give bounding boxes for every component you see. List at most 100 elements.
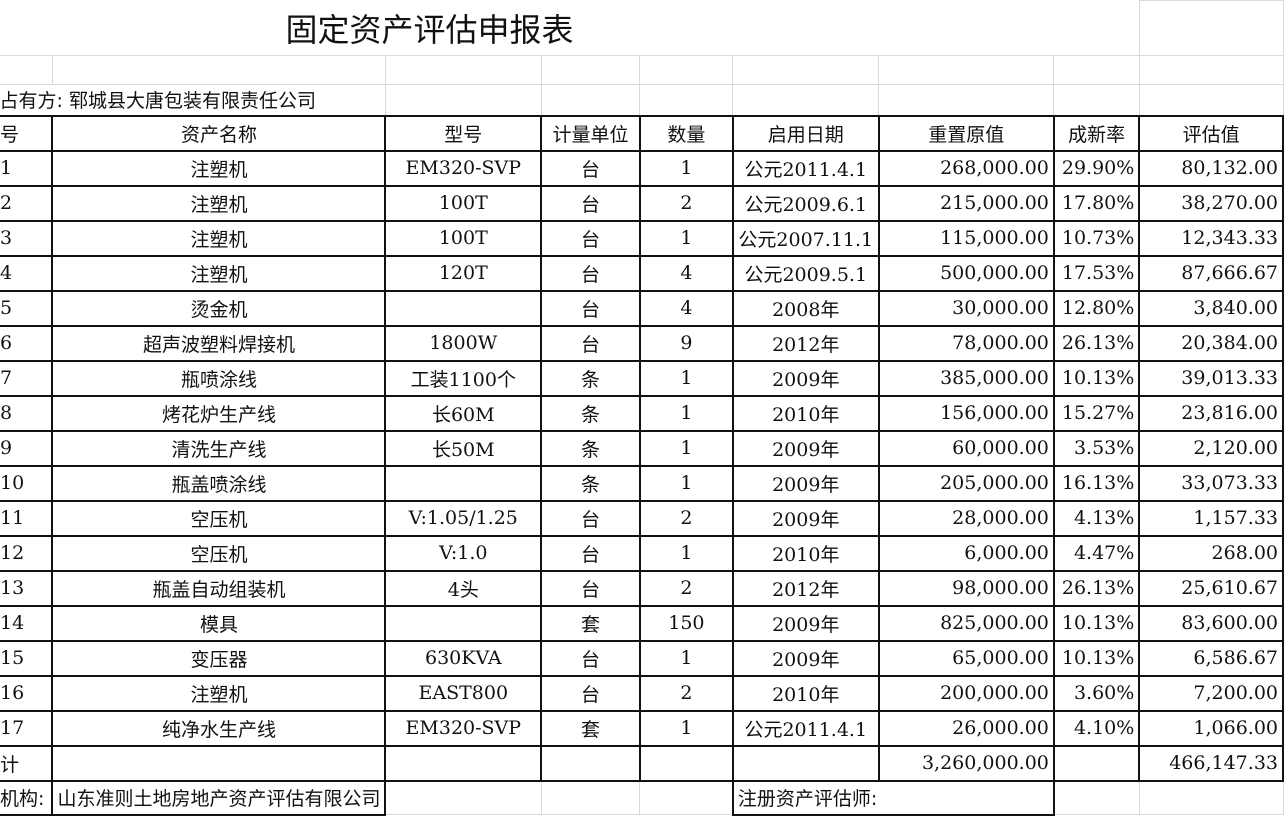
table-cell [384,604,543,642]
table-cell: 156,000.00 [877,394,1055,432]
appraiser-label: 注册资产评估师: [731,779,1055,816]
table-cell: 1 [638,429,734,467]
table-cell: 9 [638,324,734,362]
table-cell: 4.47% [1052,534,1141,572]
table-cell: 条 [540,394,641,432]
table-cell: 2010年 [731,394,880,432]
total-original: 3,260,000.00 [877,744,1055,782]
table-cell: EAST800 [384,674,543,712]
table-cell: 4.13% [1052,499,1141,537]
table-cell: 1 [638,639,734,677]
column-header: 号 [0,114,54,152]
table-cell [638,744,734,782]
table-cell: 2 [638,499,734,537]
table-row: 2 注塑机 100T 台 2 公元2009.6.1 215,000.00 17.80% 38,2… [0,184,1284,222]
table-row: 4 注塑机 120T 台 4 公元2009.5.1 500,000.00 17.53% 87,6… [0,254,1284,292]
table-cell: 3.53% [1052,429,1141,467]
table-cell: 条 [540,359,641,397]
table-row: 10 瓶盖喷涂线 条 1 2009年 205,000.00 16.13% 33,073.33 [0,464,1284,502]
table-cell: 台 [540,639,641,677]
owner-row: 占有方: 郓城县大唐包装有限责任公司 [0,84,386,116]
table-cell: 超声波塑料焊接机 [51,324,387,362]
table-cell: 12,343.33 [1138,219,1284,257]
table-cell: 瓶盖喷涂线 [51,464,387,502]
table-cell: 26.13% [1052,324,1141,362]
table-cell: 2 [638,674,734,712]
table-cell: 1,066.00 [1138,709,1284,747]
table-row: 8 烤花炉生产线 长60M 条 1 2010年 156,000.00 15.27% 23,816… [0,394,1284,432]
table-cell: 台 [540,149,641,187]
table-cell [540,744,641,782]
table-cell: 3,840.00 [1138,289,1284,327]
table-cell: 2010年 [731,534,880,572]
column-header: 数量 [638,114,734,152]
table-cell: 205,000.00 [877,464,1055,502]
table-row: 11 空压机 V:1.05/1.25 台 2 2009年 28,000.00 4.13% 1,1… [0,499,1284,537]
table-cell: 注塑机 [51,674,387,712]
table-cell: 12.80% [1052,289,1141,327]
table-cell: 17 [0,709,54,747]
table-cell: 2,120.00 [1138,429,1284,467]
table-cell: 150 [638,604,734,642]
table-cell: 4头 [384,569,543,607]
table-cell: 2 [0,184,54,222]
table-cell: 台 [540,499,641,537]
table-cell: 套 [540,604,641,642]
table-cell: 9 [0,429,54,467]
table-cell: 17.80% [1052,184,1141,222]
table-cell: 2 [638,184,734,222]
table-cell: 台 [540,674,641,712]
column-header: 成新率 [1052,114,1141,152]
table-cell: 瓶喷涂线 [51,359,387,397]
table-cell: 2 [638,569,734,607]
table-cell: 台 [540,219,641,257]
table-cell: 16 [0,674,54,712]
table-cell: 1 [638,219,734,257]
table-row: 6 超声波塑料焊接机 1800W 台 9 2012年 78,000.00 26.13% 20,3… [0,324,1284,362]
table-cell: 26.13% [1052,569,1141,607]
table-cell: 7 [0,359,54,397]
table-cell: 120T [384,254,543,292]
agency-label: 机构: [0,779,54,816]
table-cell: 长50M [384,429,543,467]
table-cell: 公元2009.5.1 [731,254,880,292]
table-cell: 4 [638,289,734,327]
table-cell: 1 [0,149,54,187]
table-cell: V:1.0 [384,534,543,572]
table-cell: 5 [0,289,54,327]
table-row: 12 空压机 V:1.0 台 1 2010年 6,000.00 4.47% 268.00 [0,534,1284,572]
table-cell: 2008年 [731,289,880,327]
table-cell: 100T [384,219,543,257]
table-cell: EM320-SVP [384,149,543,187]
table-cell [51,744,387,782]
table-cell: 1 [638,464,734,502]
table-cell: 公元2009.6.1 [731,184,880,222]
table-cell: 台 [540,324,641,362]
table-cell: 1800W [384,324,543,362]
table-row: 17 纯净水生产线 EM320-SVP 套 1 公元2011.4.1 26,000.00 4.… [0,709,1284,747]
total-label: 计 [0,744,54,782]
table-cell: 115,000.00 [877,219,1055,257]
table-row: 13 瓶盖自动组装机 4头台 2 2012年 98,000.00 26.13% 25,610.… [0,569,1284,607]
table-cell: 11 [0,499,54,537]
table-cell: 4 [638,254,734,292]
table-cell: 空压机 [51,499,387,537]
table-cell: 10.13% [1052,604,1141,642]
table-cell: EM320-SVP [384,709,543,747]
table-row: 9 清洗生产线 长50M 条 1 2009年 60,000.00 3.53% 2,120.00 [0,429,1284,467]
table-cell: 瓶盖自动组装机 [51,569,387,607]
table-cell [384,464,543,502]
table-cell: 10.73% [1052,219,1141,257]
table-cell: 变压器 [51,639,387,677]
table-cell: 200,000.00 [877,674,1055,712]
total-row: 计 3,260,000.00 466,147.33 [0,744,1284,782]
agency-name: 山东准则土地房地产资产评估有限公司 [51,779,387,816]
table-cell [384,289,543,327]
table-cell: 条 [540,464,641,502]
table-row: 3 注塑机 100T 台 1 公元2007.11.1 115,000.00 10.73% 12,… [0,219,1284,257]
table-cell: 4.10% [1052,709,1141,747]
table-cell: 15 [0,639,54,677]
footer-row: 机构: 山东准则土地房地产资产评估有限公司 注册资产评估师: [0,779,1284,816]
table-cell: 38,270.00 [1138,184,1284,222]
